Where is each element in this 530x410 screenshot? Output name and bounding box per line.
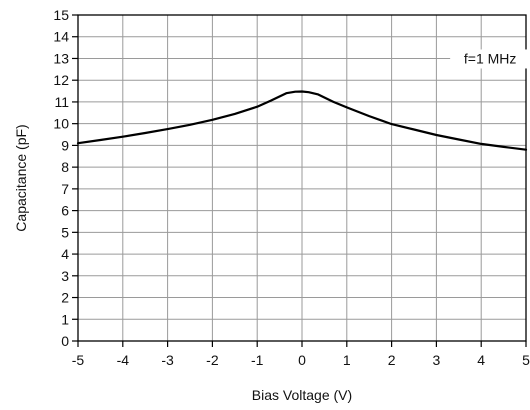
x-tick-label: -4 xyxy=(117,352,130,368)
y-tick-label: 9 xyxy=(61,137,69,153)
y-tick-label: 2 xyxy=(61,290,69,306)
y-tick-label: 7 xyxy=(61,181,69,197)
x-tick-label: -1 xyxy=(251,352,264,368)
y-axis-title: Capacitance (pF) xyxy=(13,124,29,231)
y-tick-label: 6 xyxy=(61,203,69,219)
x-tick-label: -5 xyxy=(72,352,85,368)
x-tick-label: -3 xyxy=(161,352,174,368)
y-tick-label: 3 xyxy=(61,268,69,284)
y-tick-label: 12 xyxy=(53,72,69,88)
series-layer xyxy=(76,90,528,151)
capacitance-curve xyxy=(76,90,528,151)
y-tick-label: 4 xyxy=(61,246,69,262)
x-tick-label: 3 xyxy=(433,352,441,368)
x-tick-label: -2 xyxy=(206,352,219,368)
y-tick-label: 5 xyxy=(61,224,69,240)
y-tick-label: 11 xyxy=(54,94,69,110)
x-tick-label: 5 xyxy=(522,352,530,368)
annotation-layer: f=1 MHz xyxy=(450,49,530,69)
x-tick-label: 4 xyxy=(477,352,485,368)
y-tick-label: 8 xyxy=(61,159,69,175)
x-tick-label: 1 xyxy=(343,352,351,368)
y-tick-label: 14 xyxy=(53,29,69,45)
y-tick-label: 13 xyxy=(53,50,69,66)
x-tick-label: 2 xyxy=(388,352,396,368)
y-tick-label: 0 xyxy=(61,333,69,349)
annotation-background xyxy=(450,49,530,69)
x-tick-label: 0 xyxy=(298,352,306,368)
y-tick-label: 15 xyxy=(53,7,69,23)
x-axis-title: Bias Voltage (V) xyxy=(252,387,352,403)
frequency-annotation: f=1 MHz xyxy=(464,50,517,66)
y-tick-label: 1 xyxy=(61,311,69,327)
y-tick-label: 10 xyxy=(53,116,69,132)
